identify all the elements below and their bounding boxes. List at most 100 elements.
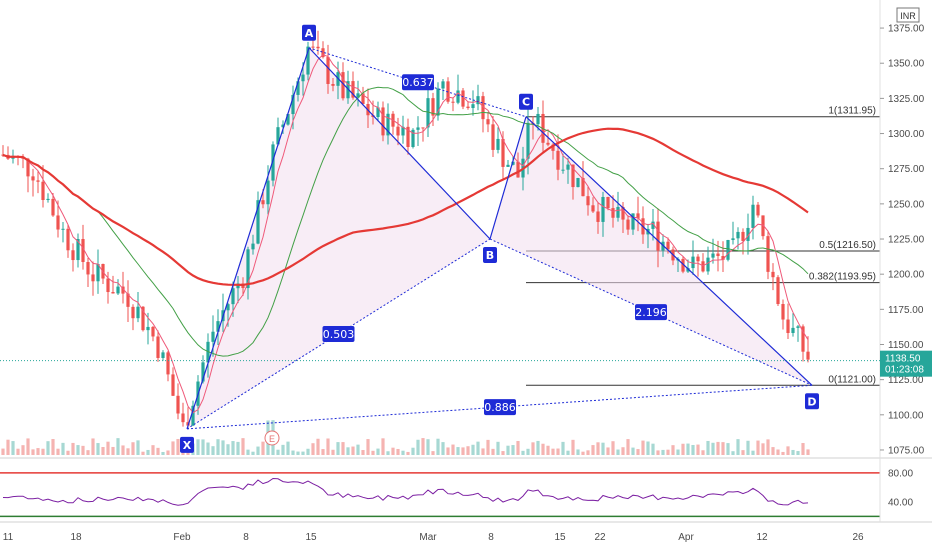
- volume-bar: [411, 447, 415, 455]
- volume-bar: [566, 450, 570, 455]
- currency-badge-label: INR: [900, 11, 916, 21]
- candle-body: [471, 104, 475, 109]
- candle-body: [106, 278, 110, 293]
- volume-bar: [616, 449, 620, 455]
- candle-body: [376, 107, 380, 118]
- volume-bar: [521, 450, 525, 455]
- volume-bar: [101, 446, 105, 455]
- point-label-box: [805, 393, 819, 410]
- candle-body: [421, 127, 425, 129]
- candle-body: [776, 277, 780, 305]
- volume-bar: [701, 450, 705, 455]
- candle-body: [516, 161, 520, 178]
- volume-bar: [276, 449, 280, 455]
- candle-body: [141, 306, 145, 331]
- candle-body: [171, 374, 175, 396]
- volume-bar: [26, 438, 30, 455]
- time-tick-label: Apr: [678, 532, 694, 543]
- volume-bar: [416, 439, 420, 455]
- candle-body: [746, 227, 750, 241]
- price-tick-label: 1200.00: [888, 270, 925, 281]
- volume-bar: [556, 448, 560, 455]
- volume-bar: [711, 442, 715, 455]
- price-tick-label: 1100.00: [888, 410, 924, 421]
- candle-body: [616, 206, 620, 218]
- candle-body: [486, 119, 490, 125]
- candle-body: [356, 93, 360, 98]
- volume-bar: [751, 450, 755, 455]
- candle-body: [791, 327, 795, 334]
- volume-bar: [686, 443, 690, 455]
- volume-bar: [526, 448, 530, 455]
- volume-bar: [91, 438, 95, 455]
- volume-bar: [741, 450, 745, 455]
- volume-bar: [111, 446, 115, 455]
- volume-bar: [376, 448, 380, 455]
- pattern-leg: [489, 116, 527, 240]
- candle-body: [506, 164, 510, 167]
- candle-body: [306, 46, 310, 75]
- ratio-label-box: [484, 399, 516, 416]
- volume-bar: [536, 440, 540, 455]
- pattern-ratio-line: [186, 238, 491, 430]
- candle-body: [76, 238, 80, 261]
- volume-bar: [801, 443, 805, 455]
- volume-bar: [406, 451, 410, 455]
- candle-body: [466, 106, 470, 109]
- ma-fast-line: [2, 54, 809, 414]
- volume-bar: [316, 438, 320, 455]
- candle-body: [46, 198, 50, 200]
- earnings-marker-label: E: [269, 434, 275, 444]
- candle-body: [601, 196, 605, 222]
- volume-bar: [626, 439, 630, 455]
- candle-body: [341, 72, 345, 99]
- volume-bar: [341, 442, 345, 455]
- volume-bar: [401, 450, 405, 455]
- candle-body: [801, 326, 805, 352]
- volume-bar: [311, 443, 315, 455]
- ratio-label-box: [322, 325, 355, 342]
- candle-body: [121, 286, 125, 294]
- volume-bar: [141, 451, 145, 455]
- volume-bar: [86, 450, 90, 455]
- volume-bar: [256, 446, 260, 455]
- price-tick-label: 1150.00: [888, 340, 924, 351]
- candle-body: [536, 113, 540, 125]
- candle-body: [441, 81, 445, 89]
- candle-body: [706, 257, 710, 272]
- volume-bar: [201, 439, 205, 455]
- ratio-label: 0.637: [402, 76, 434, 89]
- candle-body: [731, 238, 735, 241]
- volume-bar: [211, 446, 215, 455]
- moving-averages: [2, 54, 809, 414]
- volume-bar: [796, 451, 800, 455]
- fib-level-label: 1(1311.95): [828, 106, 876, 117]
- candle-body: [61, 228, 65, 230]
- volume-bar: [561, 441, 565, 455]
- volume-bar: [171, 441, 175, 455]
- volume-bar: [11, 441, 15, 455]
- volume-bar: [51, 439, 55, 455]
- time-tick-label: 15: [554, 532, 566, 543]
- candle-body: [796, 326, 800, 328]
- volume-bar: [611, 441, 615, 455]
- volume-bar: [446, 447, 450, 455]
- time-tick-label: 8: [243, 532, 249, 543]
- volume-bar: [41, 448, 45, 455]
- price-tick-label: 1325.00: [888, 94, 925, 105]
- ratio-label: 2.196: [635, 306, 667, 319]
- volume-bar: [576, 449, 580, 455]
- volume-bar: [251, 451, 255, 455]
- volume-bar: [31, 449, 35, 455]
- volume-bar: [596, 442, 600, 455]
- volume-bar: [331, 449, 335, 455]
- volume-bar: [306, 448, 310, 455]
- volume-bar: [666, 449, 670, 455]
- candle-body: [406, 126, 410, 147]
- candle-body: [161, 352, 165, 358]
- candle-body: [96, 263, 100, 282]
- pattern-leg: [525, 116, 813, 386]
- bar-countdown: 01:23:08: [885, 365, 924, 376]
- time-tick-label: 11: [3, 532, 14, 543]
